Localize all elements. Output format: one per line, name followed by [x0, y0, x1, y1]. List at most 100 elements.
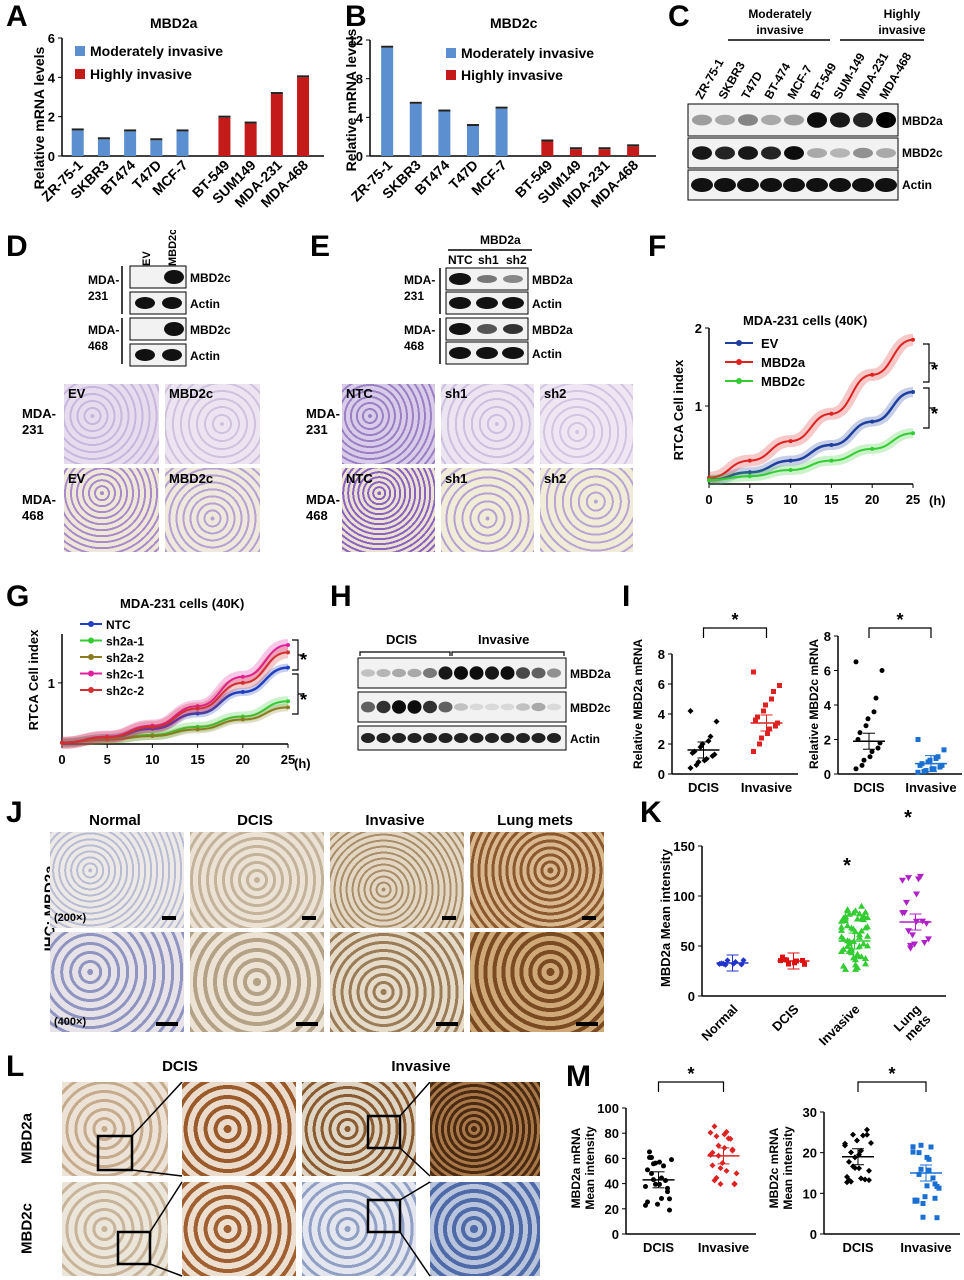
x-tick-label: 20	[236, 752, 250, 767]
data-point	[879, 668, 885, 673]
panel-g-chart: MDA-231 cells (40K) RTCA Cell index 0 5 10…	[26, 596, 311, 771]
error-bar	[541, 139, 554, 142]
band	[454, 733, 468, 743]
x-tick-label: 15	[190, 752, 204, 767]
mag-200: (200×)	[54, 912, 87, 924]
data-point	[846, 1177, 852, 1184]
band	[376, 700, 391, 714]
data-point	[875, 745, 881, 751]
data-point	[715, 1142, 722, 1149]
data-point	[286, 705, 290, 710]
data-point	[873, 695, 879, 701]
data-point	[105, 735, 110, 740]
data-point	[858, 902, 865, 909]
x-tick-label: 20	[865, 492, 879, 507]
data-point	[868, 1140, 874, 1147]
ihc-photo	[50, 832, 184, 928]
error-bar	[438, 109, 451, 112]
panel-f-title: MDA-231 cells (40K)	[743, 313, 867, 328]
band	[454, 703, 468, 711]
y-tick-label: 4	[48, 70, 56, 85]
x-tick-label: Invasive	[905, 780, 956, 795]
error-bar	[569, 147, 582, 150]
error-bar	[176, 129, 189, 132]
data-point	[846, 940, 853, 947]
data-point	[864, 1126, 870, 1133]
x-tick-label: Invasive	[900, 1240, 951, 1255]
bar	[541, 141, 554, 156]
panel-i1-ylabel: Relative MBD2a mRNA	[631, 639, 645, 769]
data-point	[859, 762, 865, 768]
legend-marker	[736, 359, 742, 365]
panel-letter-c: C	[668, 0, 690, 33]
band	[531, 702, 546, 712]
data-point	[687, 708, 694, 714]
data-point	[747, 474, 752, 479]
legend-label: EV	[761, 336, 779, 351]
band	[516, 667, 530, 679]
data-point	[661, 1163, 666, 1169]
data-point	[286, 699, 290, 704]
data-point	[669, 1157, 674, 1163]
col-invasive: Invasive	[391, 1058, 451, 1075]
panel-letter-m: M	[566, 1060, 591, 1093]
cell-mda468-2: 468	[88, 339, 108, 353]
panel-b-chart: MBD2c Relative mRNA levels 04812ZR-75-1S…	[343, 15, 656, 210]
legend-high: Highly invasive	[90, 66, 192, 82]
row-mbd2c: MBD2c	[18, 1203, 36, 1254]
blot-label: MBD2a	[570, 667, 611, 681]
x-tick-label: Normal	[698, 1002, 740, 1044]
band	[392, 668, 406, 678]
data-point	[240, 674, 245, 679]
panel-f-ylabel: RTCA Cell index	[671, 359, 686, 460]
data-point	[928, 1144, 934, 1150]
x-tick-label: 0	[705, 492, 712, 507]
data-point	[850, 1163, 856, 1170]
blot-label: Actin	[190, 297, 220, 311]
data-point	[854, 1137, 860, 1144]
band	[407, 668, 422, 678]
band	[738, 114, 758, 126]
y-tick-label: 0	[356, 149, 363, 164]
side-label: MDA-	[306, 406, 340, 421]
data-point	[935, 754, 941, 760]
cell-mda231-2: 231	[88, 289, 108, 303]
bar	[569, 149, 582, 156]
panel-letter-j: J	[6, 796, 23, 829]
band	[500, 703, 515, 711]
blot-label: Actin	[532, 297, 562, 311]
panel-k-chart: MBD2a Mean intensity 0 50 100 150 Normal DCIS…	[658, 807, 946, 1048]
legend-swatch-high	[75, 69, 85, 79]
data-point	[838, 933, 845, 940]
band	[547, 733, 561, 743]
legend-label: sh2a-1	[106, 635, 144, 649]
significance-star: *	[896, 610, 903, 630]
side-label: 231	[306, 422, 328, 437]
data-point	[286, 665, 290, 670]
data-point	[769, 696, 774, 702]
ihc-photo	[302, 1082, 416, 1176]
y-tick-label: 8	[658, 647, 665, 662]
transwell-photo	[64, 384, 159, 464]
bar	[495, 108, 508, 156]
data-point	[286, 643, 290, 647]
bar	[438, 111, 451, 156]
data-point	[733, 1170, 740, 1177]
ihc-photo	[50, 932, 184, 1032]
y-tick-label: 2	[658, 737, 665, 752]
photo-label: sh1	[445, 386, 468, 401]
data-point	[846, 1158, 852, 1165]
bar	[124, 131, 137, 156]
significance-star: *	[731, 610, 738, 630]
legend-marker	[88, 687, 94, 693]
band	[407, 733, 422, 743]
significance-star: *	[687, 1064, 694, 1084]
data-point	[802, 961, 807, 967]
legend-label: sh2c-2	[106, 684, 144, 698]
group-dcis: DCIS	[386, 632, 417, 647]
band	[784, 114, 804, 126]
col-dcis: DCIS	[237, 812, 273, 829]
data-point	[657, 1181, 662, 1187]
blot-label: MBD2a	[532, 323, 573, 337]
data-point	[195, 711, 200, 716]
